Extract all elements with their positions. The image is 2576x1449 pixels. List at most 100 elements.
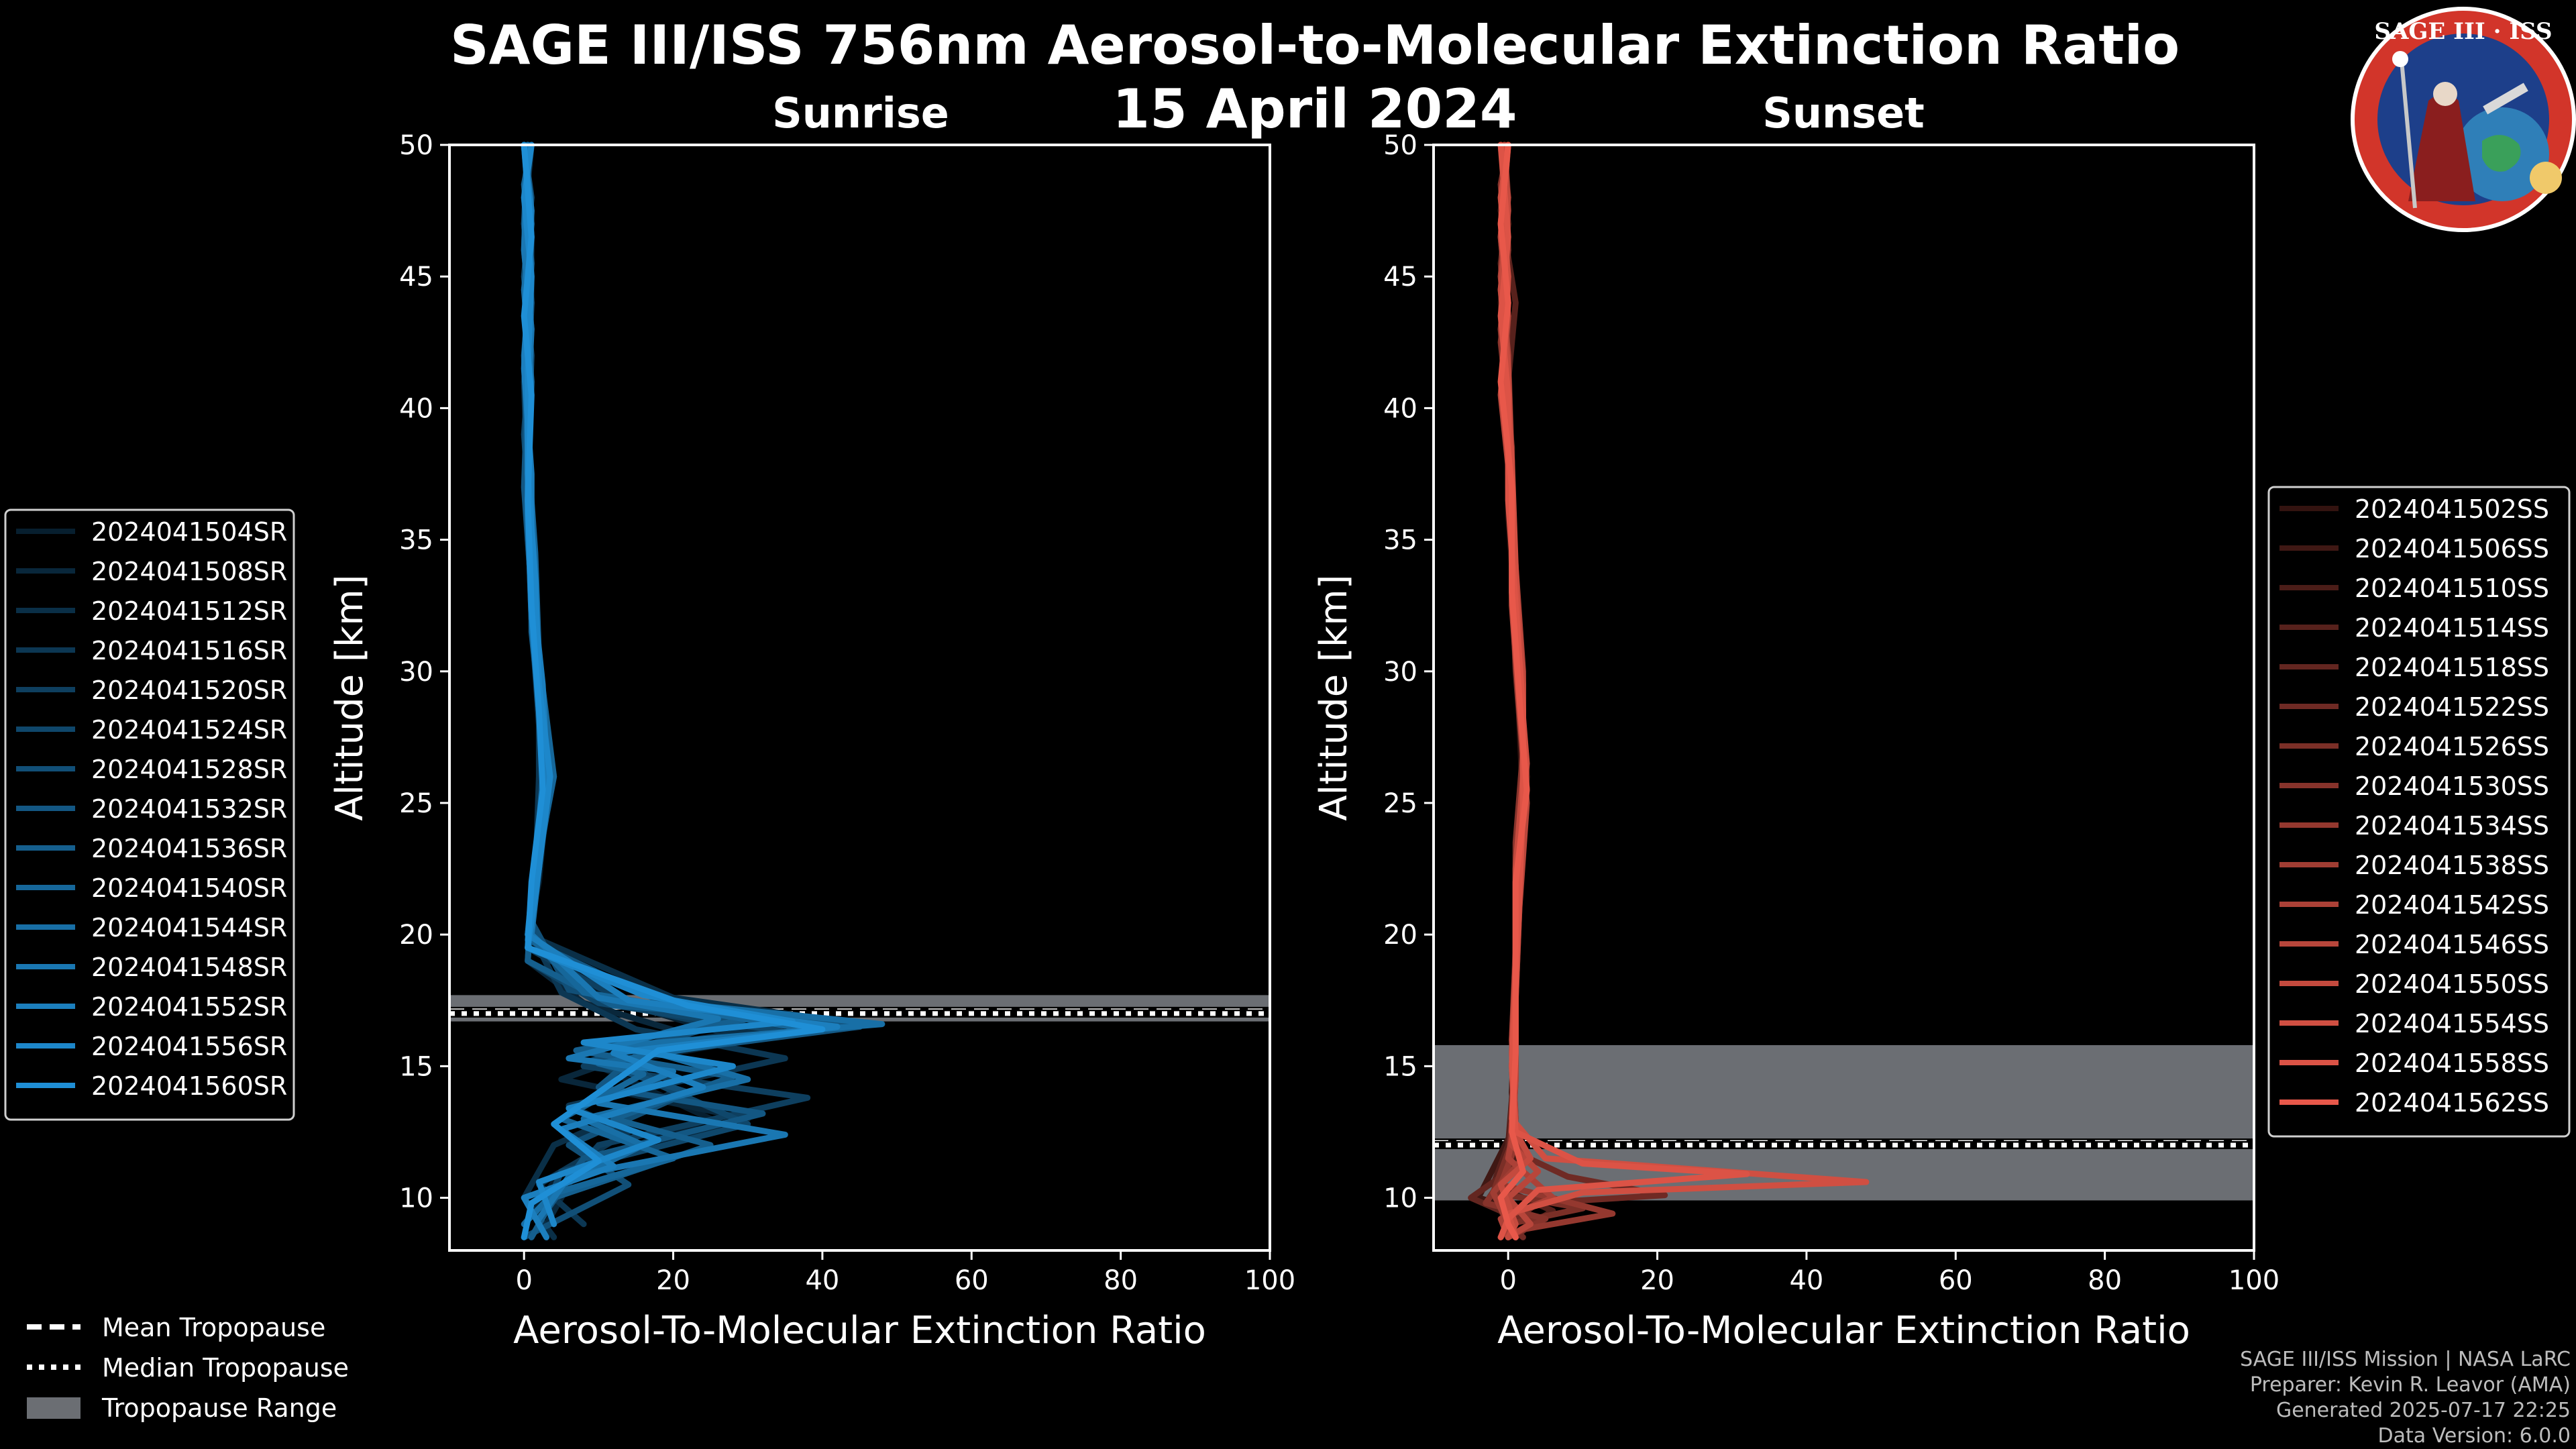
plot-frame xyxy=(448,144,1271,1252)
legend-label-2024041534SS: 2024041534SS xyxy=(2355,811,2549,841)
x-tick-label: 80 xyxy=(2088,1265,2122,1296)
x-tick-label: 0 xyxy=(1499,1265,1516,1296)
x-tick-label: 20 xyxy=(1640,1265,1674,1296)
y-tick-label: 15 xyxy=(399,1051,433,1082)
sunrise-legend: 2024041504SR 2024041508SR 2024041512SR 2024… xyxy=(4,508,295,1121)
logo-text: SAGE III · ISS xyxy=(2374,18,2552,45)
y-tick-label: 45 xyxy=(1383,262,1417,292)
y-tick-label: 10 xyxy=(1383,1183,1417,1214)
sunset-legend: 2024041502SS 2024041506SS 2024041510SS 2024… xyxy=(2267,486,2571,1138)
y-tick-label: 25 xyxy=(399,788,433,819)
series-line-2024041558SS xyxy=(1497,142,1750,1240)
legend-label-2024041550SS: 2024041550SS xyxy=(2355,969,2549,999)
logo-figure-icon xyxy=(2408,94,2475,201)
x-tick-label: 100 xyxy=(1244,1265,1295,1296)
legend-label-2024041552SR: 2024041552SR xyxy=(91,992,287,1022)
footer-line-3: Generated 2025-07-17 22:25 xyxy=(2276,1399,2571,1422)
legend-label-2024041518SS: 2024041518SS xyxy=(2355,653,2549,682)
legend-label-2024041538SS: 2024041538SS xyxy=(2355,851,2549,880)
y-tick-label: 30 xyxy=(399,657,433,688)
legend-label-2024041556SR: 2024041556SR xyxy=(91,1032,287,1061)
legend-label-2024041530SS: 2024041530SS xyxy=(2355,771,2549,801)
tropopause-legend: Mean Tropopause Median Tropopause Tropop… xyxy=(27,1313,349,1423)
legend-label-2024041532SR: 2024041532SR xyxy=(91,794,287,824)
legend-label-2024041562SS: 2024041562SS xyxy=(2355,1088,2549,1118)
sunset-panel: 0 20 40 60 80 100 10 15 20 25 30 35 40 45 50 Aerosol-To… xyxy=(1312,130,2279,1352)
sage-iii-iss-logo: SAGE III · ISS xyxy=(2351,7,2576,232)
x-axis-label: Aerosol-To-Molecular Extinction Ratio xyxy=(1497,1309,2190,1352)
tropopause-range-label: Tropopause Range xyxy=(101,1393,337,1423)
y-tick-label: 35 xyxy=(1383,525,1417,556)
legend-label-2024041514SS: 2024041514SS xyxy=(2355,613,2549,643)
x-axis-label: Aerosol-To-Molecular Extinction Ratio xyxy=(513,1309,1206,1352)
x-tick-label: 40 xyxy=(1789,1265,1823,1296)
x-tick-label: 100 xyxy=(2229,1265,2279,1296)
legend-label-2024041512SR: 2024041512SR xyxy=(91,596,287,626)
legend-label-2024041506SS: 2024041506SS xyxy=(2355,534,2549,564)
y-tick-label: 50 xyxy=(1383,130,1417,161)
logo-star-icon xyxy=(2392,51,2408,67)
x-tick-label: 20 xyxy=(656,1265,690,1296)
figure-title: SAGE III/ISS 756nm Aerosol-to-Molecular … xyxy=(450,14,2180,76)
legend-label-2024041554SS: 2024041554SS xyxy=(2355,1009,2549,1038)
legend-label-2024041540SR: 2024041540SR xyxy=(91,873,287,903)
y-tick-label: 35 xyxy=(399,525,433,556)
legend-label-2024041516SR: 2024041516SR xyxy=(91,636,287,665)
y-tick-label: 30 xyxy=(1383,657,1417,688)
y-axis-label: Altitude [km] xyxy=(1312,574,1356,820)
figure-date: 15 April 2024 xyxy=(1112,78,1517,140)
median-tropopause-label: Median Tropopause xyxy=(102,1353,349,1383)
y-tick-label: 40 xyxy=(399,393,433,424)
plot-frame xyxy=(1432,144,2255,1252)
legend-label-2024041526SS: 2024041526SS xyxy=(2355,732,2549,761)
legend-label-2024041520SR: 2024041520SR xyxy=(91,676,287,705)
logo-continent-icon xyxy=(2482,135,2521,172)
legend-label-2024041544SR: 2024041544SR xyxy=(91,913,287,943)
series-line-2024041562SS xyxy=(1497,142,1530,1240)
y-tick-label: 20 xyxy=(1383,920,1417,951)
legend-label-2024041502SS: 2024041502SS xyxy=(2355,494,2549,524)
x-tick-label: 40 xyxy=(805,1265,839,1296)
series-line-2024041560SR xyxy=(521,142,826,1240)
legend-label-2024041536SR: 2024041536SR xyxy=(91,834,287,863)
legend-frame xyxy=(2267,486,2571,1138)
legend-label-2024041504SR: 2024041504SR xyxy=(91,517,287,547)
legend-label-2024041560SR: 2024041560SR xyxy=(91,1071,287,1101)
logo-sun-icon xyxy=(2530,162,2562,194)
x-tick-label: 0 xyxy=(515,1265,532,1296)
legend-label-2024041542SS: 2024041542SS xyxy=(2355,890,2549,920)
y-tick-label: 15 xyxy=(1383,1051,1417,1082)
sunrise-panel-title: Sunrise xyxy=(772,89,949,138)
footer-line-1: SAGE III/ISS Mission | NASA LaRC xyxy=(2240,1348,2571,1371)
legend-frame xyxy=(4,508,295,1121)
y-tick-label: 50 xyxy=(399,130,433,161)
sunset-panel-title: Sunset xyxy=(1762,89,1925,138)
legend-label-2024041546SS: 2024041546SS xyxy=(2355,930,2549,959)
legend-label-2024041510SS: 2024041510SS xyxy=(2355,574,2549,603)
logo-staff-icon xyxy=(2400,60,2417,209)
y-tick-label: 45 xyxy=(399,262,433,292)
mean-tropopause-label: Mean Tropopause xyxy=(102,1313,325,1342)
y-tick-label: 10 xyxy=(399,1183,433,1214)
y-tick-label: 20 xyxy=(399,920,433,951)
footer: SAGE III/ISS Mission | NASA LaRC Prepare… xyxy=(2240,1348,2571,1448)
logo-station-icon xyxy=(2483,83,2528,115)
legend-label-2024041508SR: 2024041508SR xyxy=(91,557,287,586)
legend-label-2024041548SR: 2024041548SR xyxy=(91,953,287,982)
y-tick-label: 25 xyxy=(1383,788,1417,819)
sunrise-panel: 0 20 40 60 80 100 10 15 20 25 30 35 40 45 50 Aerosol-To… xyxy=(328,130,1295,1352)
x-tick-label: 60 xyxy=(955,1265,989,1296)
tropopause-range-swatch xyxy=(27,1397,80,1419)
y-tick-label: 40 xyxy=(1383,393,1417,424)
logo-head-icon xyxy=(2433,82,2457,106)
footer-line-4: Data Version: 6.0.0 xyxy=(2378,1424,2571,1448)
legend-label-2024041558SS: 2024041558SS xyxy=(2355,1049,2549,1078)
legend-label-2024041528SR: 2024041528SR xyxy=(91,755,287,784)
y-axis-label: Altitude [km] xyxy=(328,574,372,820)
footer-line-2: Preparer: Kevin R. Leavor (AMA) xyxy=(2250,1373,2571,1397)
legend-label-2024041524SR: 2024041524SR xyxy=(91,715,287,745)
x-tick-label: 60 xyxy=(1939,1265,1973,1296)
legend-label-2024041522SS: 2024041522SS xyxy=(2355,692,2549,722)
x-tick-label: 80 xyxy=(1104,1265,1138,1296)
